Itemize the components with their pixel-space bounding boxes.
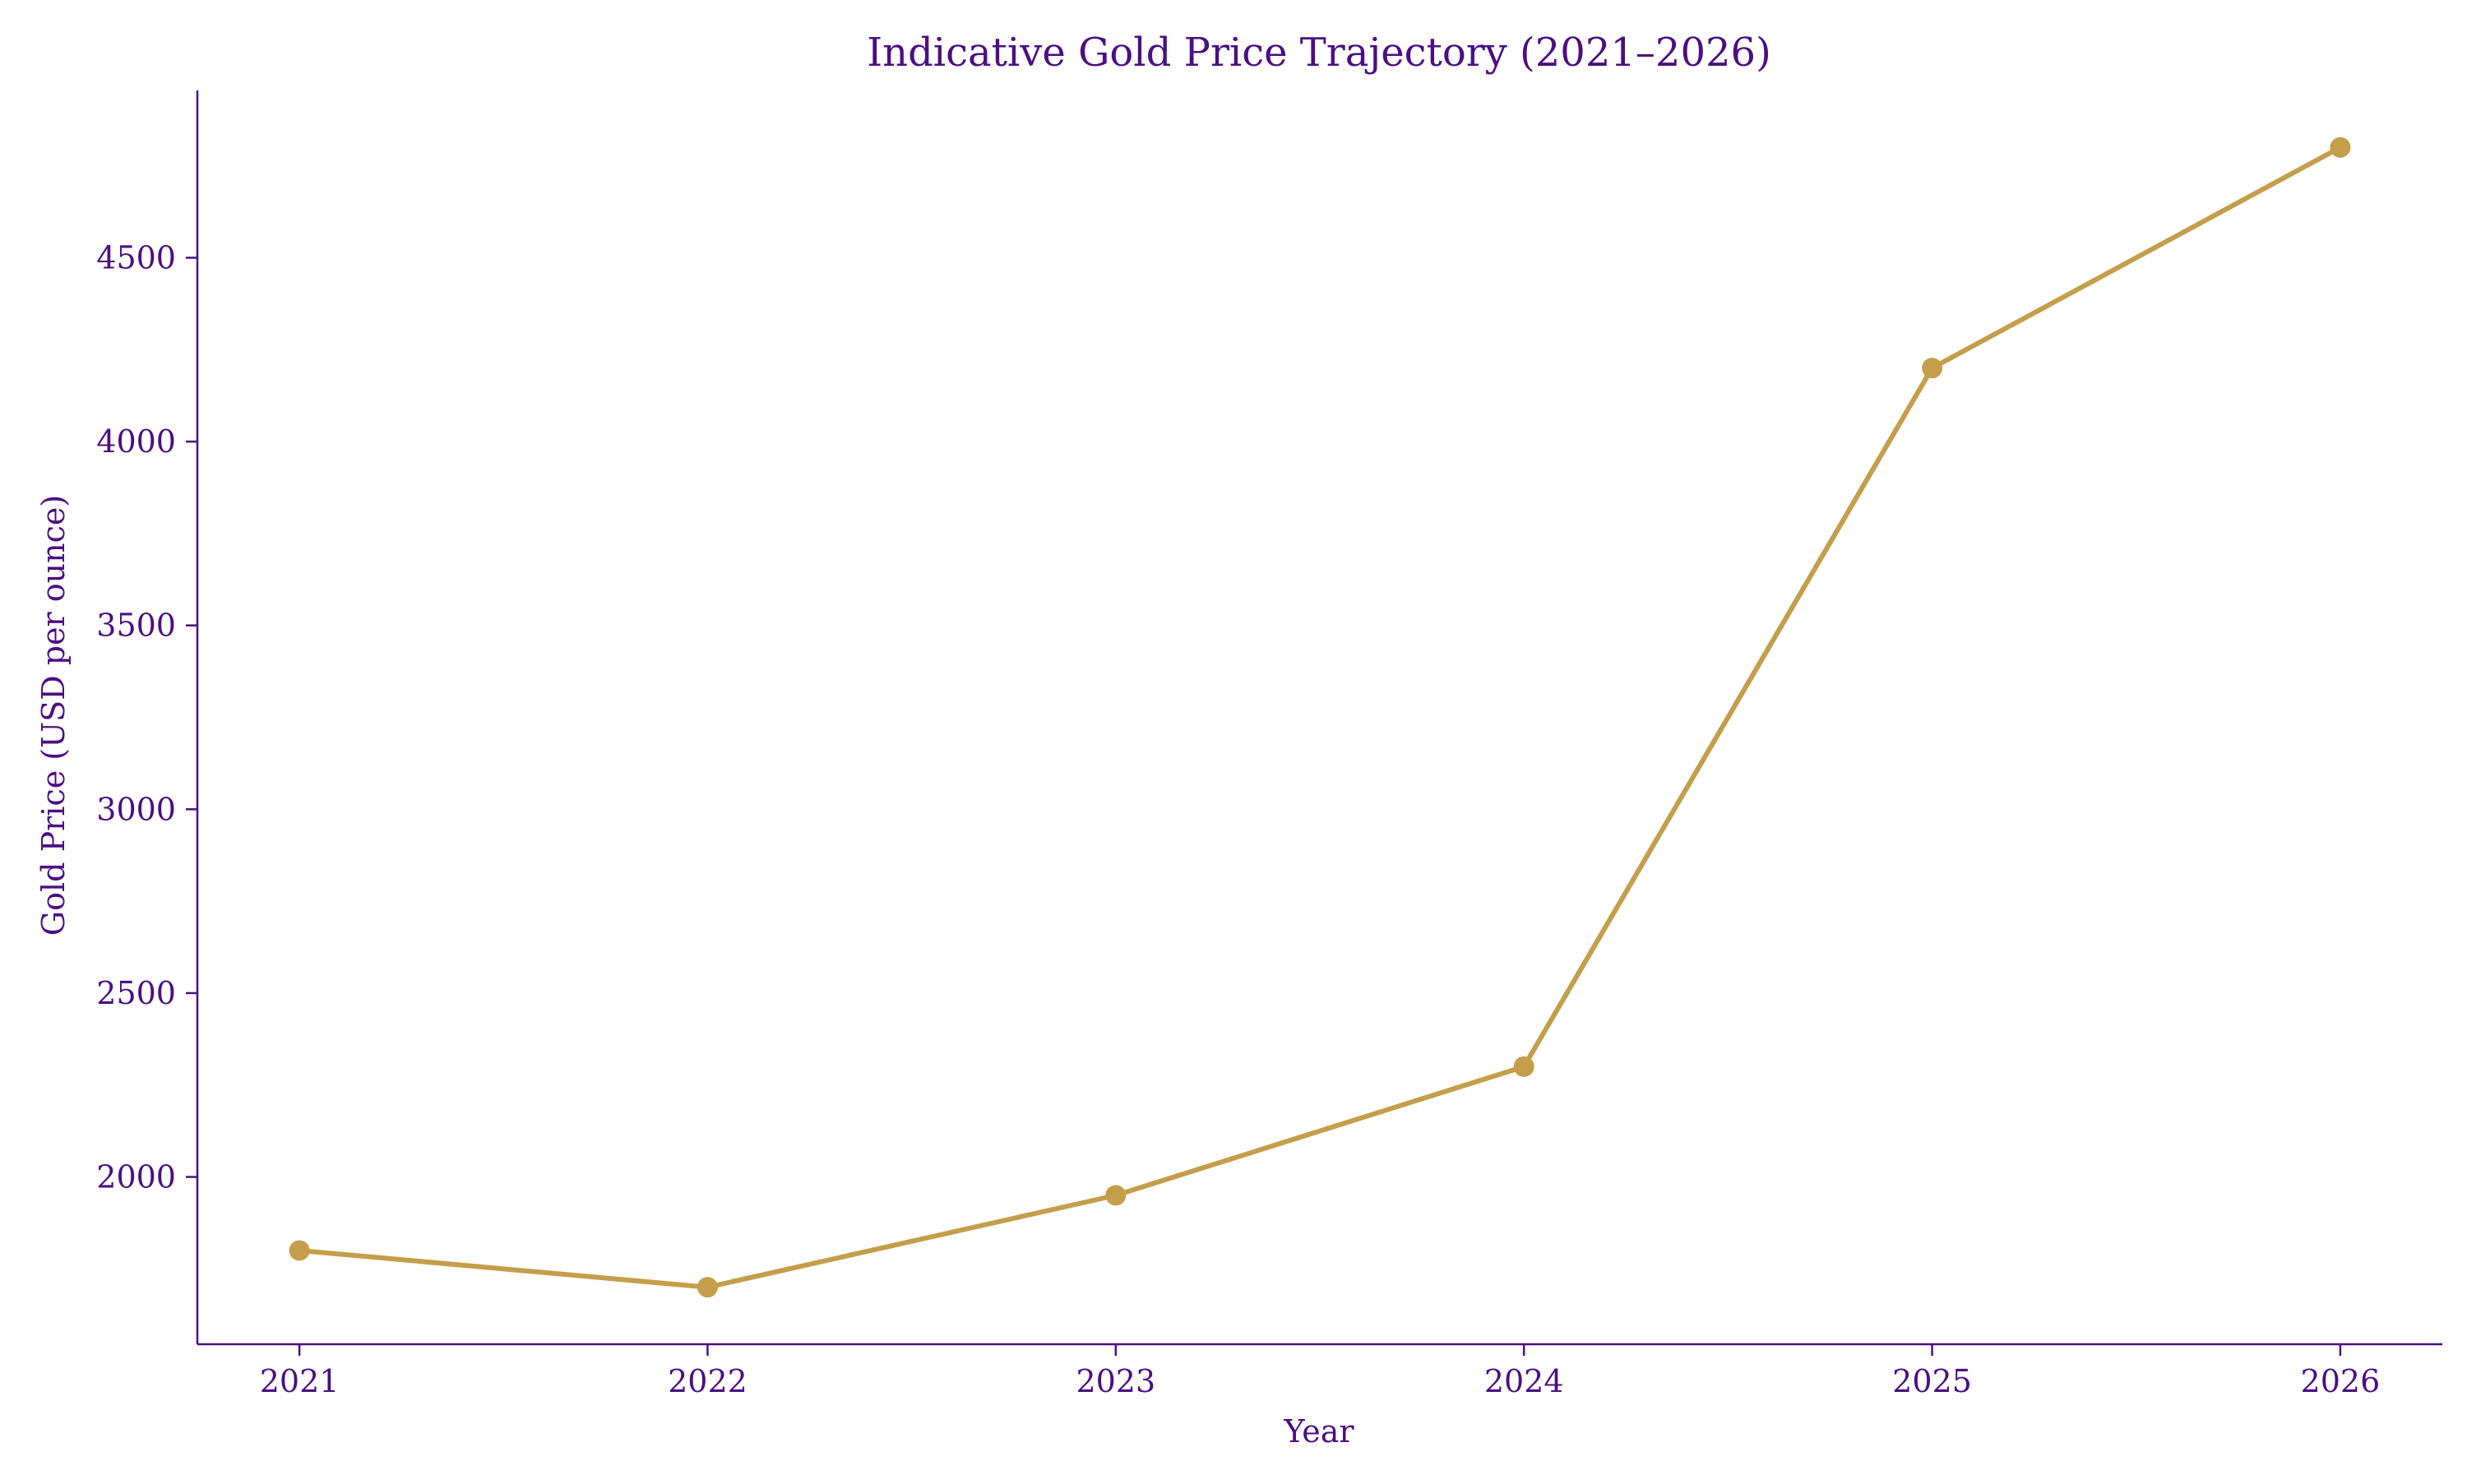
y-tick-label: 3000 <box>96 791 176 827</box>
data-point <box>697 1277 718 1298</box>
x-tick-label: 2025 <box>1892 1363 1972 1399</box>
data-point <box>1105 1185 1127 1206</box>
series-layer <box>289 136 2351 1298</box>
data-point <box>2330 136 2351 158</box>
data-point <box>1922 358 1943 379</box>
y-tick-label: 2000 <box>96 1159 176 1195</box>
data-point <box>1513 1056 1534 1077</box>
y-axis-label: Gold Price (USD per ounce) <box>35 495 72 936</box>
y-tick-label: 2500 <box>96 975 176 1011</box>
data-point <box>289 1240 310 1261</box>
x-ticks: 2021 2022 2023 2024 2025 2026 <box>260 1344 2381 1399</box>
axes <box>196 90 2442 1346</box>
y-ticks: 2000 2500 3000 3500 4000 4500 <box>96 239 197 1195</box>
x-tick-label: 2026 <box>2301 1363 2381 1399</box>
x-tick-label: 2024 <box>1484 1363 1564 1399</box>
x-tick-label: 2022 <box>668 1363 748 1399</box>
x-tick-label: 2021 <box>260 1363 340 1399</box>
y-tick-label: 4500 <box>96 239 176 275</box>
x-axis-label: Year <box>1283 1413 1354 1449</box>
series-line <box>297 145 2343 1290</box>
y-tick-label: 3500 <box>96 608 176 644</box>
x-tick-label: 2023 <box>1076 1363 1155 1399</box>
chart-title: Indicative Gold Price Trajectory (2021–2… <box>867 30 1771 76</box>
y-tick-label: 4000 <box>96 423 176 460</box>
